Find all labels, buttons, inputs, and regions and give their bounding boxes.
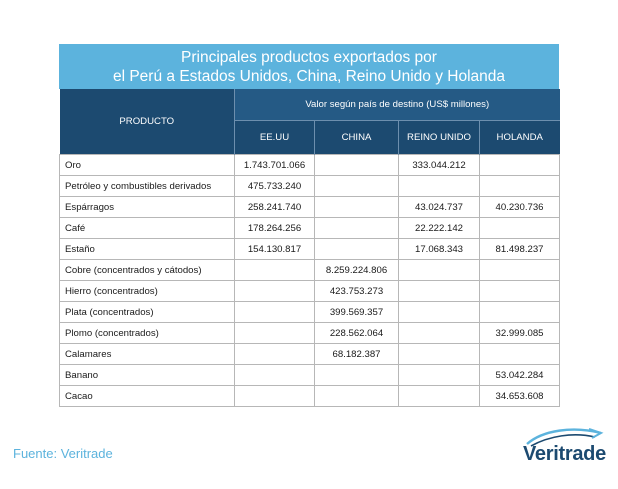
value-cell-eeuu: 475.733.240 xyxy=(234,175,315,197)
table-row: Cobre (concentrados y cátodos) 8.259.224.… xyxy=(59,259,560,281)
value-cell-reino-unido xyxy=(398,322,480,344)
product-cell: Espárragos xyxy=(59,196,235,218)
product-cell: Plata (concentrados) xyxy=(59,301,235,323)
value-group-header: Valor según país de destino (US$ millone… xyxy=(234,89,560,121)
title-line-2: el Perú a Estados Unidos, China, Reino U… xyxy=(112,68,506,85)
product-column-header: PRODUCTO xyxy=(59,89,235,155)
table-body: Oro 1.743.701.066 333.044.212 Petróleo y co… xyxy=(59,154,560,407)
value-cell-eeuu: 1.743.701.066 xyxy=(234,154,315,176)
value-cell-reino-unido xyxy=(398,175,480,197)
value-cell-eeuu xyxy=(234,322,315,344)
table-row: Café 178.264.256 22.222.142 xyxy=(59,217,560,239)
value-cell-holanda xyxy=(479,343,560,365)
table-row: Calamares 68.182.387 xyxy=(59,343,560,365)
value-cell-china: 228.562.064 xyxy=(314,322,399,344)
product-cell: Cacao xyxy=(59,385,235,407)
product-cell: Banano xyxy=(59,364,235,386)
table-row: Banano 53.042.284 xyxy=(59,364,560,386)
value-cell-holanda xyxy=(479,154,560,176)
value-cell-china xyxy=(314,385,399,407)
product-cell: Plomo (concentrados) xyxy=(59,322,235,344)
table-row: Espárragos 258.241.740 43.024.737 40.230.73… xyxy=(59,196,560,218)
value-cell-reino-unido xyxy=(398,301,480,323)
table-row: Estaño 154.130.817 17.068.343 81.498.237 xyxy=(59,238,560,260)
value-cell-holanda xyxy=(479,175,560,197)
value-cell-china xyxy=(314,238,399,260)
column-header-china: CHINA xyxy=(314,120,399,155)
table-row: Petróleo y combustibles derivados 475.733… xyxy=(59,175,560,197)
column-header-eeuu: EE.UU xyxy=(234,120,315,155)
value-cell-china: 399.569.357 xyxy=(314,301,399,323)
value-cell-eeuu: 154.130.817 xyxy=(234,238,315,260)
value-cell-holanda xyxy=(479,280,560,302)
product-cell: Café xyxy=(59,217,235,239)
value-cell-china xyxy=(314,217,399,239)
value-cell-reino-unido xyxy=(398,385,480,407)
product-cell: Estaño xyxy=(59,238,235,260)
exports-table: PRODUCTO Valor según país de destino (US… xyxy=(59,89,560,407)
value-cell-reino-unido: 43.024.737 xyxy=(398,196,480,218)
value-cell-holanda xyxy=(479,217,560,239)
value-cell-eeuu xyxy=(234,343,315,365)
value-cell-holanda: 34.653.608 xyxy=(479,385,560,407)
product-cell: Oro xyxy=(59,154,235,176)
value-cell-reino-unido: 17.068.343 xyxy=(398,238,480,260)
value-cell-holanda: 53.042.284 xyxy=(479,364,560,386)
value-cell-eeuu xyxy=(234,364,315,386)
value-cell-china: 68.182.387 xyxy=(314,343,399,365)
value-cell-china: 423.753.273 xyxy=(314,280,399,302)
column-header-holanda: HOLANDA xyxy=(479,120,560,155)
value-cell-eeuu: 258.241.740 xyxy=(234,196,315,218)
value-cell-eeuu xyxy=(234,280,315,302)
value-cell-reino-unido xyxy=(398,259,480,281)
value-cell-holanda xyxy=(479,301,560,323)
value-cell-eeuu: 178.264.256 xyxy=(234,217,315,239)
value-cell-holanda: 40.230.736 xyxy=(479,196,560,218)
product-cell: Calamares xyxy=(59,343,235,365)
table-row: Plata (concentrados) 399.569.357 xyxy=(59,301,560,323)
value-cell-holanda: 81.498.237 xyxy=(479,238,560,260)
value-cell-reino-unido: 333.044.212 xyxy=(398,154,480,176)
table-row: Plomo (concentrados) 228.562.064 32.999.08… xyxy=(59,322,560,344)
table-title: Principales productos exportados por el … xyxy=(59,44,559,89)
value-cell-holanda: 32.999.085 xyxy=(479,322,560,344)
value-cell-china xyxy=(314,196,399,218)
table-row: Cacao 34.653.608 xyxy=(59,385,560,407)
value-cell-eeuu xyxy=(234,259,315,281)
column-header-reino-unido: REINO UNIDO xyxy=(398,120,480,155)
value-cell-reino-unido xyxy=(398,343,480,365)
source-note: Fuente: Veritrade xyxy=(13,446,113,461)
value-cell-holanda xyxy=(479,259,560,281)
value-cell-reino-unido xyxy=(398,280,480,302)
value-cell-reino-unido xyxy=(398,364,480,386)
value-cell-reino-unido: 22.222.142 xyxy=(398,217,480,239)
product-cell: Petróleo y combustibles derivados xyxy=(59,175,235,197)
table-row: Oro 1.743.701.066 333.044.212 xyxy=(59,154,560,176)
value-cell-china xyxy=(314,364,399,386)
title-line-1: Principales productos exportados por xyxy=(181,49,437,66)
value-cell-china xyxy=(314,175,399,197)
value-cell-eeuu xyxy=(234,385,315,407)
swoosh-icon xyxy=(526,428,604,447)
value-cell-eeuu xyxy=(234,301,315,323)
product-cell: Cobre (concentrados y cátodos) xyxy=(59,259,235,281)
table-row: Hierro (concentrados) 423.753.273 xyxy=(59,280,560,302)
product-cell: Hierro (concentrados) xyxy=(59,280,235,302)
value-cell-china xyxy=(314,154,399,176)
veritrade-logo: Veritrade xyxy=(521,424,606,468)
value-cell-china: 8.259.224.806 xyxy=(314,259,399,281)
table-header: PRODUCTO Valor según país de destino (US… xyxy=(59,89,560,155)
logo-text: Veritrade xyxy=(523,443,606,465)
